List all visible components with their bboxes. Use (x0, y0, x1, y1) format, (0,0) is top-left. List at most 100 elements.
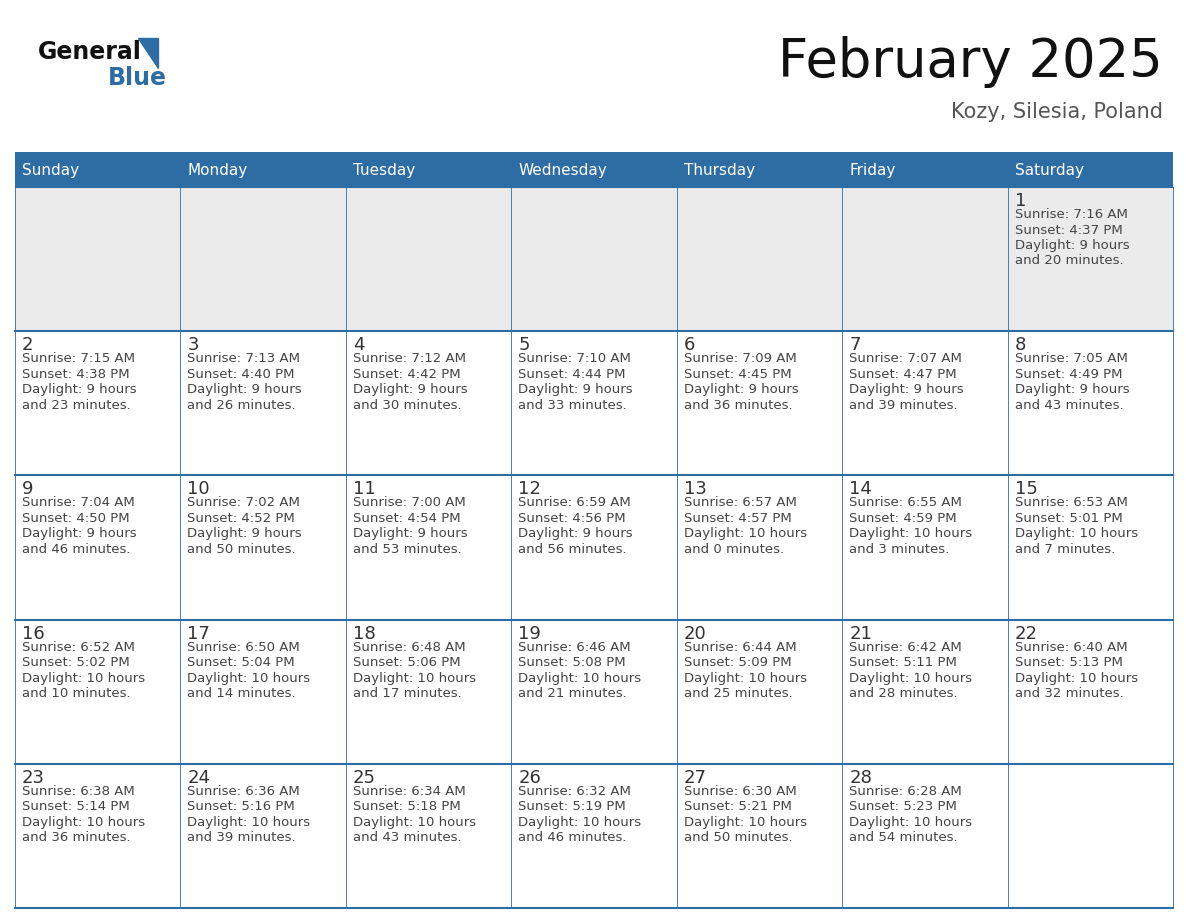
Text: Sunrise: 6:57 AM: Sunrise: 6:57 AM (684, 497, 797, 509)
Text: 10: 10 (188, 480, 210, 498)
Text: Friday: Friday (849, 163, 896, 178)
Text: and 43 minutes.: and 43 minutes. (353, 832, 461, 845)
Text: Sunset: 5:08 PM: Sunset: 5:08 PM (518, 656, 626, 669)
Text: Sunset: 5:13 PM: Sunset: 5:13 PM (1015, 656, 1123, 669)
Text: Sunrise: 7:09 AM: Sunrise: 7:09 AM (684, 353, 796, 365)
Bar (15, 331, 1173, 476)
Text: and 54 minutes.: and 54 minutes. (849, 832, 958, 845)
Text: Sunset: 5:18 PM: Sunset: 5:18 PM (353, 800, 461, 813)
Text: Daylight: 10 hours: Daylight: 10 hours (684, 672, 807, 685)
Text: 14: 14 (849, 480, 872, 498)
Text: Kozy, Silesia, Poland: Kozy, Silesia, Poland (952, 102, 1163, 122)
Text: Sunset: 5:02 PM: Sunset: 5:02 PM (23, 656, 129, 669)
Text: Daylight: 9 hours: Daylight: 9 hours (684, 383, 798, 397)
Text: 5: 5 (518, 336, 530, 354)
Text: Daylight: 10 hours: Daylight: 10 hours (23, 816, 145, 829)
Text: Daylight: 10 hours: Daylight: 10 hours (1015, 528, 1138, 541)
Text: Daylight: 10 hours: Daylight: 10 hours (1015, 672, 1138, 685)
Text: Sunrise: 6:32 AM: Sunrise: 6:32 AM (518, 785, 631, 798)
Text: and 26 minutes.: and 26 minutes. (188, 398, 296, 411)
Text: and 46 minutes.: and 46 minutes. (23, 543, 131, 556)
Text: and 39 minutes.: and 39 minutes. (849, 398, 958, 411)
Text: Sunset: 4:56 PM: Sunset: 4:56 PM (518, 512, 626, 525)
Text: and 56 minutes.: and 56 minutes. (518, 543, 627, 556)
Text: 1: 1 (1015, 192, 1026, 210)
Text: Sunrise: 6:38 AM: Sunrise: 6:38 AM (23, 785, 134, 798)
Text: 8: 8 (1015, 336, 1026, 354)
Text: Sunset: 5:23 PM: Sunset: 5:23 PM (849, 800, 958, 813)
Text: Sunset: 4:37 PM: Sunset: 4:37 PM (1015, 223, 1123, 237)
Text: Tuesday: Tuesday (353, 163, 415, 178)
Text: Daylight: 9 hours: Daylight: 9 hours (23, 383, 137, 397)
Text: 16: 16 (23, 624, 45, 643)
Text: and 7 minutes.: and 7 minutes. (1015, 543, 1114, 556)
Text: and 21 minutes.: and 21 minutes. (518, 687, 627, 700)
Text: 25: 25 (353, 768, 375, 787)
Text: Sunrise: 7:15 AM: Sunrise: 7:15 AM (23, 353, 135, 365)
Text: Sunset: 4:57 PM: Sunset: 4:57 PM (684, 512, 791, 525)
Text: and 50 minutes.: and 50 minutes. (684, 832, 792, 845)
Text: Sunset: 4:52 PM: Sunset: 4:52 PM (188, 512, 295, 525)
Text: Sunset: 5:19 PM: Sunset: 5:19 PM (518, 800, 626, 813)
Text: and 20 minutes.: and 20 minutes. (1015, 254, 1123, 267)
Text: Sunrise: 7:04 AM: Sunrise: 7:04 AM (23, 497, 134, 509)
Text: 28: 28 (849, 768, 872, 787)
Text: and 0 minutes.: and 0 minutes. (684, 543, 784, 556)
Text: Sunset: 4:47 PM: Sunset: 4:47 PM (849, 368, 956, 381)
Text: Sunset: 5:04 PM: Sunset: 5:04 PM (188, 656, 295, 669)
Text: 18: 18 (353, 624, 375, 643)
Bar (15, 476, 1173, 620)
Text: and 46 minutes.: and 46 minutes. (518, 832, 627, 845)
Text: 21: 21 (849, 624, 872, 643)
Text: 13: 13 (684, 480, 707, 498)
Text: Sunrise: 6:50 AM: Sunrise: 6:50 AM (188, 641, 301, 654)
Text: Sunrise: 6:53 AM: Sunrise: 6:53 AM (1015, 497, 1127, 509)
Text: Daylight: 10 hours: Daylight: 10 hours (849, 816, 972, 829)
Text: and 3 minutes.: and 3 minutes. (849, 543, 949, 556)
Text: and 36 minutes.: and 36 minutes. (684, 398, 792, 411)
Text: Daylight: 10 hours: Daylight: 10 hours (684, 816, 807, 829)
Text: Sunrise: 6:44 AM: Sunrise: 6:44 AM (684, 641, 796, 654)
Text: Sunrise: 6:59 AM: Sunrise: 6:59 AM (518, 497, 631, 509)
Text: Sunset: 5:11 PM: Sunset: 5:11 PM (849, 656, 958, 669)
Text: Daylight: 10 hours: Daylight: 10 hours (353, 672, 476, 685)
Text: Saturday: Saturday (1015, 163, 1083, 178)
Text: and 30 minutes.: and 30 minutes. (353, 398, 461, 411)
Text: Sunset: 4:38 PM: Sunset: 4:38 PM (23, 368, 129, 381)
Bar (0, 0, 1188, 155)
Text: 11: 11 (353, 480, 375, 498)
Text: Sunset: 5:21 PM: Sunset: 5:21 PM (684, 800, 791, 813)
Text: Sunset: 4:45 PM: Sunset: 4:45 PM (684, 368, 791, 381)
Text: Blue: Blue (108, 66, 168, 90)
Text: Daylight: 9 hours: Daylight: 9 hours (1015, 383, 1130, 397)
Text: Sunrise: 7:10 AM: Sunrise: 7:10 AM (518, 353, 631, 365)
Text: Daylight: 10 hours: Daylight: 10 hours (23, 672, 145, 685)
Text: Daylight: 9 hours: Daylight: 9 hours (518, 383, 633, 397)
Text: 22: 22 (1015, 624, 1037, 643)
Text: Daylight: 9 hours: Daylight: 9 hours (23, 528, 137, 541)
Text: 9: 9 (23, 480, 33, 498)
Text: Sunrise: 7:05 AM: Sunrise: 7:05 AM (1015, 353, 1127, 365)
Text: Sunrise: 6:48 AM: Sunrise: 6:48 AM (353, 641, 466, 654)
Text: 3: 3 (188, 336, 198, 354)
Text: 7: 7 (849, 336, 860, 354)
Text: Daylight: 9 hours: Daylight: 9 hours (188, 528, 302, 541)
Text: Daylight: 10 hours: Daylight: 10 hours (353, 816, 476, 829)
Text: 24: 24 (188, 768, 210, 787)
Text: Sunrise: 6:42 AM: Sunrise: 6:42 AM (849, 641, 962, 654)
Bar (15, 187, 1173, 331)
Text: Sunrise: 6:52 AM: Sunrise: 6:52 AM (23, 641, 135, 654)
Text: 26: 26 (518, 768, 542, 787)
Polygon shape (138, 38, 158, 68)
Text: Sunset: 4:50 PM: Sunset: 4:50 PM (23, 512, 129, 525)
Text: Daylight: 10 hours: Daylight: 10 hours (849, 528, 972, 541)
Text: Sunrise: 7:12 AM: Sunrise: 7:12 AM (353, 353, 466, 365)
Text: Sunset: 4:49 PM: Sunset: 4:49 PM (1015, 368, 1123, 381)
Text: Sunset: 4:40 PM: Sunset: 4:40 PM (188, 368, 295, 381)
Text: Daylight: 9 hours: Daylight: 9 hours (518, 528, 633, 541)
Text: February 2025: February 2025 (778, 36, 1163, 88)
Text: and 32 minutes.: and 32 minutes. (1015, 687, 1124, 700)
Text: 2: 2 (23, 336, 33, 354)
Text: Daylight: 9 hours: Daylight: 9 hours (188, 383, 302, 397)
Text: Daylight: 9 hours: Daylight: 9 hours (353, 528, 468, 541)
